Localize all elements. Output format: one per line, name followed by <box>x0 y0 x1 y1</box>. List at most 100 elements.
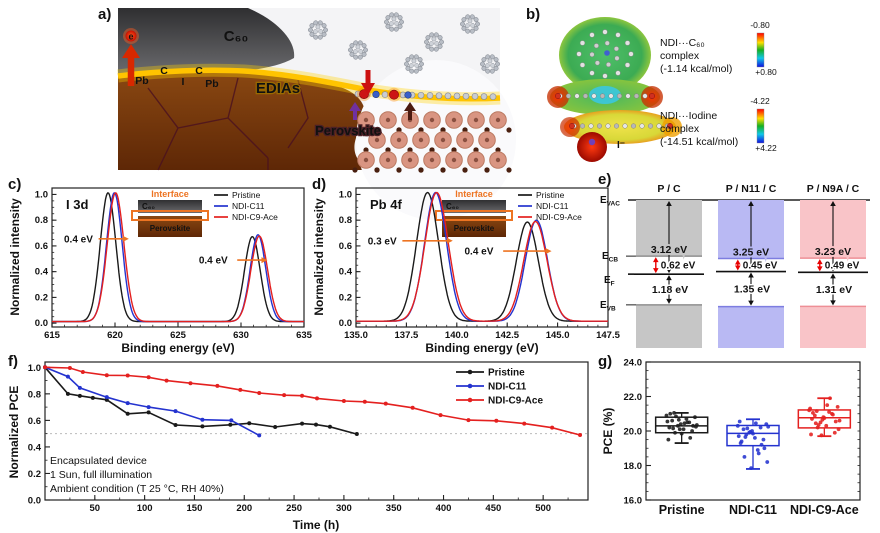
pce-line-NDI-C9-Ace <box>44 366 581 436</box>
y-tick-label: 0.8 <box>28 389 41 400</box>
shift-annotation: 0.4 eV <box>64 234 93 245</box>
evac-label: EVAC <box>600 195 620 208</box>
legend-label-Pristine: Pristine <box>488 368 525 379</box>
atom-label-i: I <box>182 76 185 88</box>
y-tick-label: 1.0 <box>35 189 48 200</box>
x-tick-label: 135.0 <box>344 330 368 341</box>
inset-interface-box <box>131 210 209 221</box>
ef-label: EF <box>604 275 615 288</box>
panel-g-boxplot: g) PCE (%) 16.0 18.0 20.0 22.0 24.0 Pristine N… <box>598 353 861 517</box>
pb4f-label: Pb 4f <box>370 197 402 212</box>
x-tick-label: 630 <box>233 330 249 341</box>
c60-molecule-clusters <box>308 12 500 74</box>
edias-molecular-chain <box>354 87 497 102</box>
column-header-2: P / N11 / C <box>726 183 777 195</box>
d-xaxis-label: Binding energy (eV) <box>425 341 538 355</box>
gap-bottom-label-3: 1.31 eV <box>816 284 852 296</box>
boxplot-group-Pristine <box>654 410 709 444</box>
column-header-1: P / C <box>657 183 681 195</box>
fermi-gap-label-3: 0.49 eV <box>825 261 860 272</box>
y-tick-label: 22.0 <box>624 392 643 403</box>
boxplot-group-NDI-C11 <box>726 418 780 470</box>
evb-label: EVB <box>600 300 616 313</box>
dark-up-arrow-head <box>404 102 416 111</box>
category-label-NDI-C9-Ace: NDI-C9-Ace <box>790 503 859 517</box>
inset-c60-block2 <box>442 200 506 213</box>
gap-top-label-2: 3.25 eV <box>733 247 769 259</box>
iodide-atom-dot <box>588 138 596 146</box>
panel-b-esp-maps: b) I⁻ NDI···C₆₀ complex (-1.14 kcal/mol)… <box>526 6 777 162</box>
x-tick-label: 145.0 <box>546 330 570 341</box>
x-tick-label: 137.5 <box>395 330 419 341</box>
ndi-c60-blob-top <box>559 17 651 93</box>
complex2-name-line1: NDI···Iodine <box>660 110 717 122</box>
y-tick-label: 0.8 <box>35 215 48 226</box>
colorbar1-top-label: -0.80 <box>750 20 770 30</box>
perovskite-lattice <box>352 111 512 173</box>
y-tick-label: 0.2 <box>28 469 41 480</box>
iodide-label: I⁻ <box>617 140 625 151</box>
boxplot-group-NDI-C9-Ace <box>797 396 852 438</box>
legend-label-Pristine: Pristine <box>536 190 565 200</box>
panel-d-letter: d) <box>312 176 326 193</box>
c-xaxis-label: Binding energy (eV) <box>121 341 234 355</box>
x-tick-label: 300 <box>336 503 352 514</box>
y-tick-label: 16.0 <box>624 496 643 507</box>
colorbar-1 <box>756 32 765 68</box>
pce-line-Pristine <box>44 366 358 435</box>
y-tick-label: 0.6 <box>339 241 352 252</box>
colorbar1-bottom-label: +0.80 <box>755 67 777 77</box>
fermi-gap-label-1: 0.62 eV <box>661 261 696 272</box>
y-tick-label: 1.0 <box>339 189 352 200</box>
fermi-gap-label-2: 0.45 eV <box>743 261 778 272</box>
shift-annotation: 0.4 eV <box>199 256 228 267</box>
panel-a-letter: a) <box>98 6 111 23</box>
x-tick-label: 50 <box>90 503 101 514</box>
gap-top-label-3: 3.23 eV <box>815 246 851 258</box>
d-plot-area: 135.0 137.5 140.0 142.5 145.0 147.5 0.0 0.2 0.4 0… <box>339 187 621 341</box>
y-tick-label: 0.4 <box>339 267 353 278</box>
legend-label-NDI-C11: NDI-C11 <box>488 382 527 393</box>
legend-label-NDI-C11: NDI-C11 <box>232 201 265 211</box>
gap-bottom-label-1: 1.18 eV <box>652 284 688 296</box>
electron-arrow-head <box>122 44 140 58</box>
category-label-NDI-C11: NDI-C11 <box>729 503 777 517</box>
y-tick-label: 0.2 <box>35 292 48 303</box>
ecb-label: ECB <box>602 251 618 264</box>
complex2-name-line2: complex <box>660 123 700 135</box>
y-tick-label: 0.8 <box>339 215 352 226</box>
x-tick-label: 100 <box>137 503 153 514</box>
f-note-2: 1 Sun, full illumination <box>50 469 152 481</box>
x-tick-label: 250 <box>286 503 302 514</box>
category-label-Pristine: Pristine <box>659 503 705 517</box>
pce-line-NDI-C11 <box>44 366 260 437</box>
panel-c-xps-i3d: c) I 3d Interface C₆₀ Perovskite Binding… <box>8 176 313 355</box>
shift-annotation: 0.3 eV <box>368 236 397 247</box>
inset-perovskite-label2: Perovskite <box>454 224 495 233</box>
x-tick-label: 350 <box>386 503 402 514</box>
c60-layer-region <box>118 8 295 74</box>
y-tick-label: 24.0 <box>624 358 643 369</box>
colorbar-2 <box>756 108 765 144</box>
red-down-arrow-head <box>361 83 375 95</box>
vb-block-2 <box>718 306 784 348</box>
gap-bottom-label-2: 1.35 eV <box>734 284 770 296</box>
atom-label-c2: C <box>195 65 203 77</box>
y-tick-label: 0.6 <box>35 241 48 252</box>
x-tick-label: 140.0 <box>445 330 469 341</box>
gap-top-label-1: 3.12 eV <box>651 244 687 256</box>
x-tick-label: 142.5 <box>495 330 519 341</box>
x-tick-label: 620 <box>107 330 123 341</box>
column-header-3: P / N9A / C <box>807 183 860 195</box>
box-NDI-C11 <box>726 424 780 447</box>
x-tick-label: 150 <box>187 503 203 514</box>
panel-f-letter: f) <box>8 353 18 370</box>
complex1-name-line2: complex <box>660 50 700 62</box>
legend-label-NDI-C9-Ace: NDI-C9-Ace <box>232 212 278 222</box>
electron-label: e <box>128 32 133 42</box>
panel-g-letter: g) <box>598 353 612 370</box>
purple-up-arrow-head <box>349 102 361 111</box>
vb-block-1 <box>636 304 702 348</box>
x-tick-label: 635 <box>296 330 313 341</box>
